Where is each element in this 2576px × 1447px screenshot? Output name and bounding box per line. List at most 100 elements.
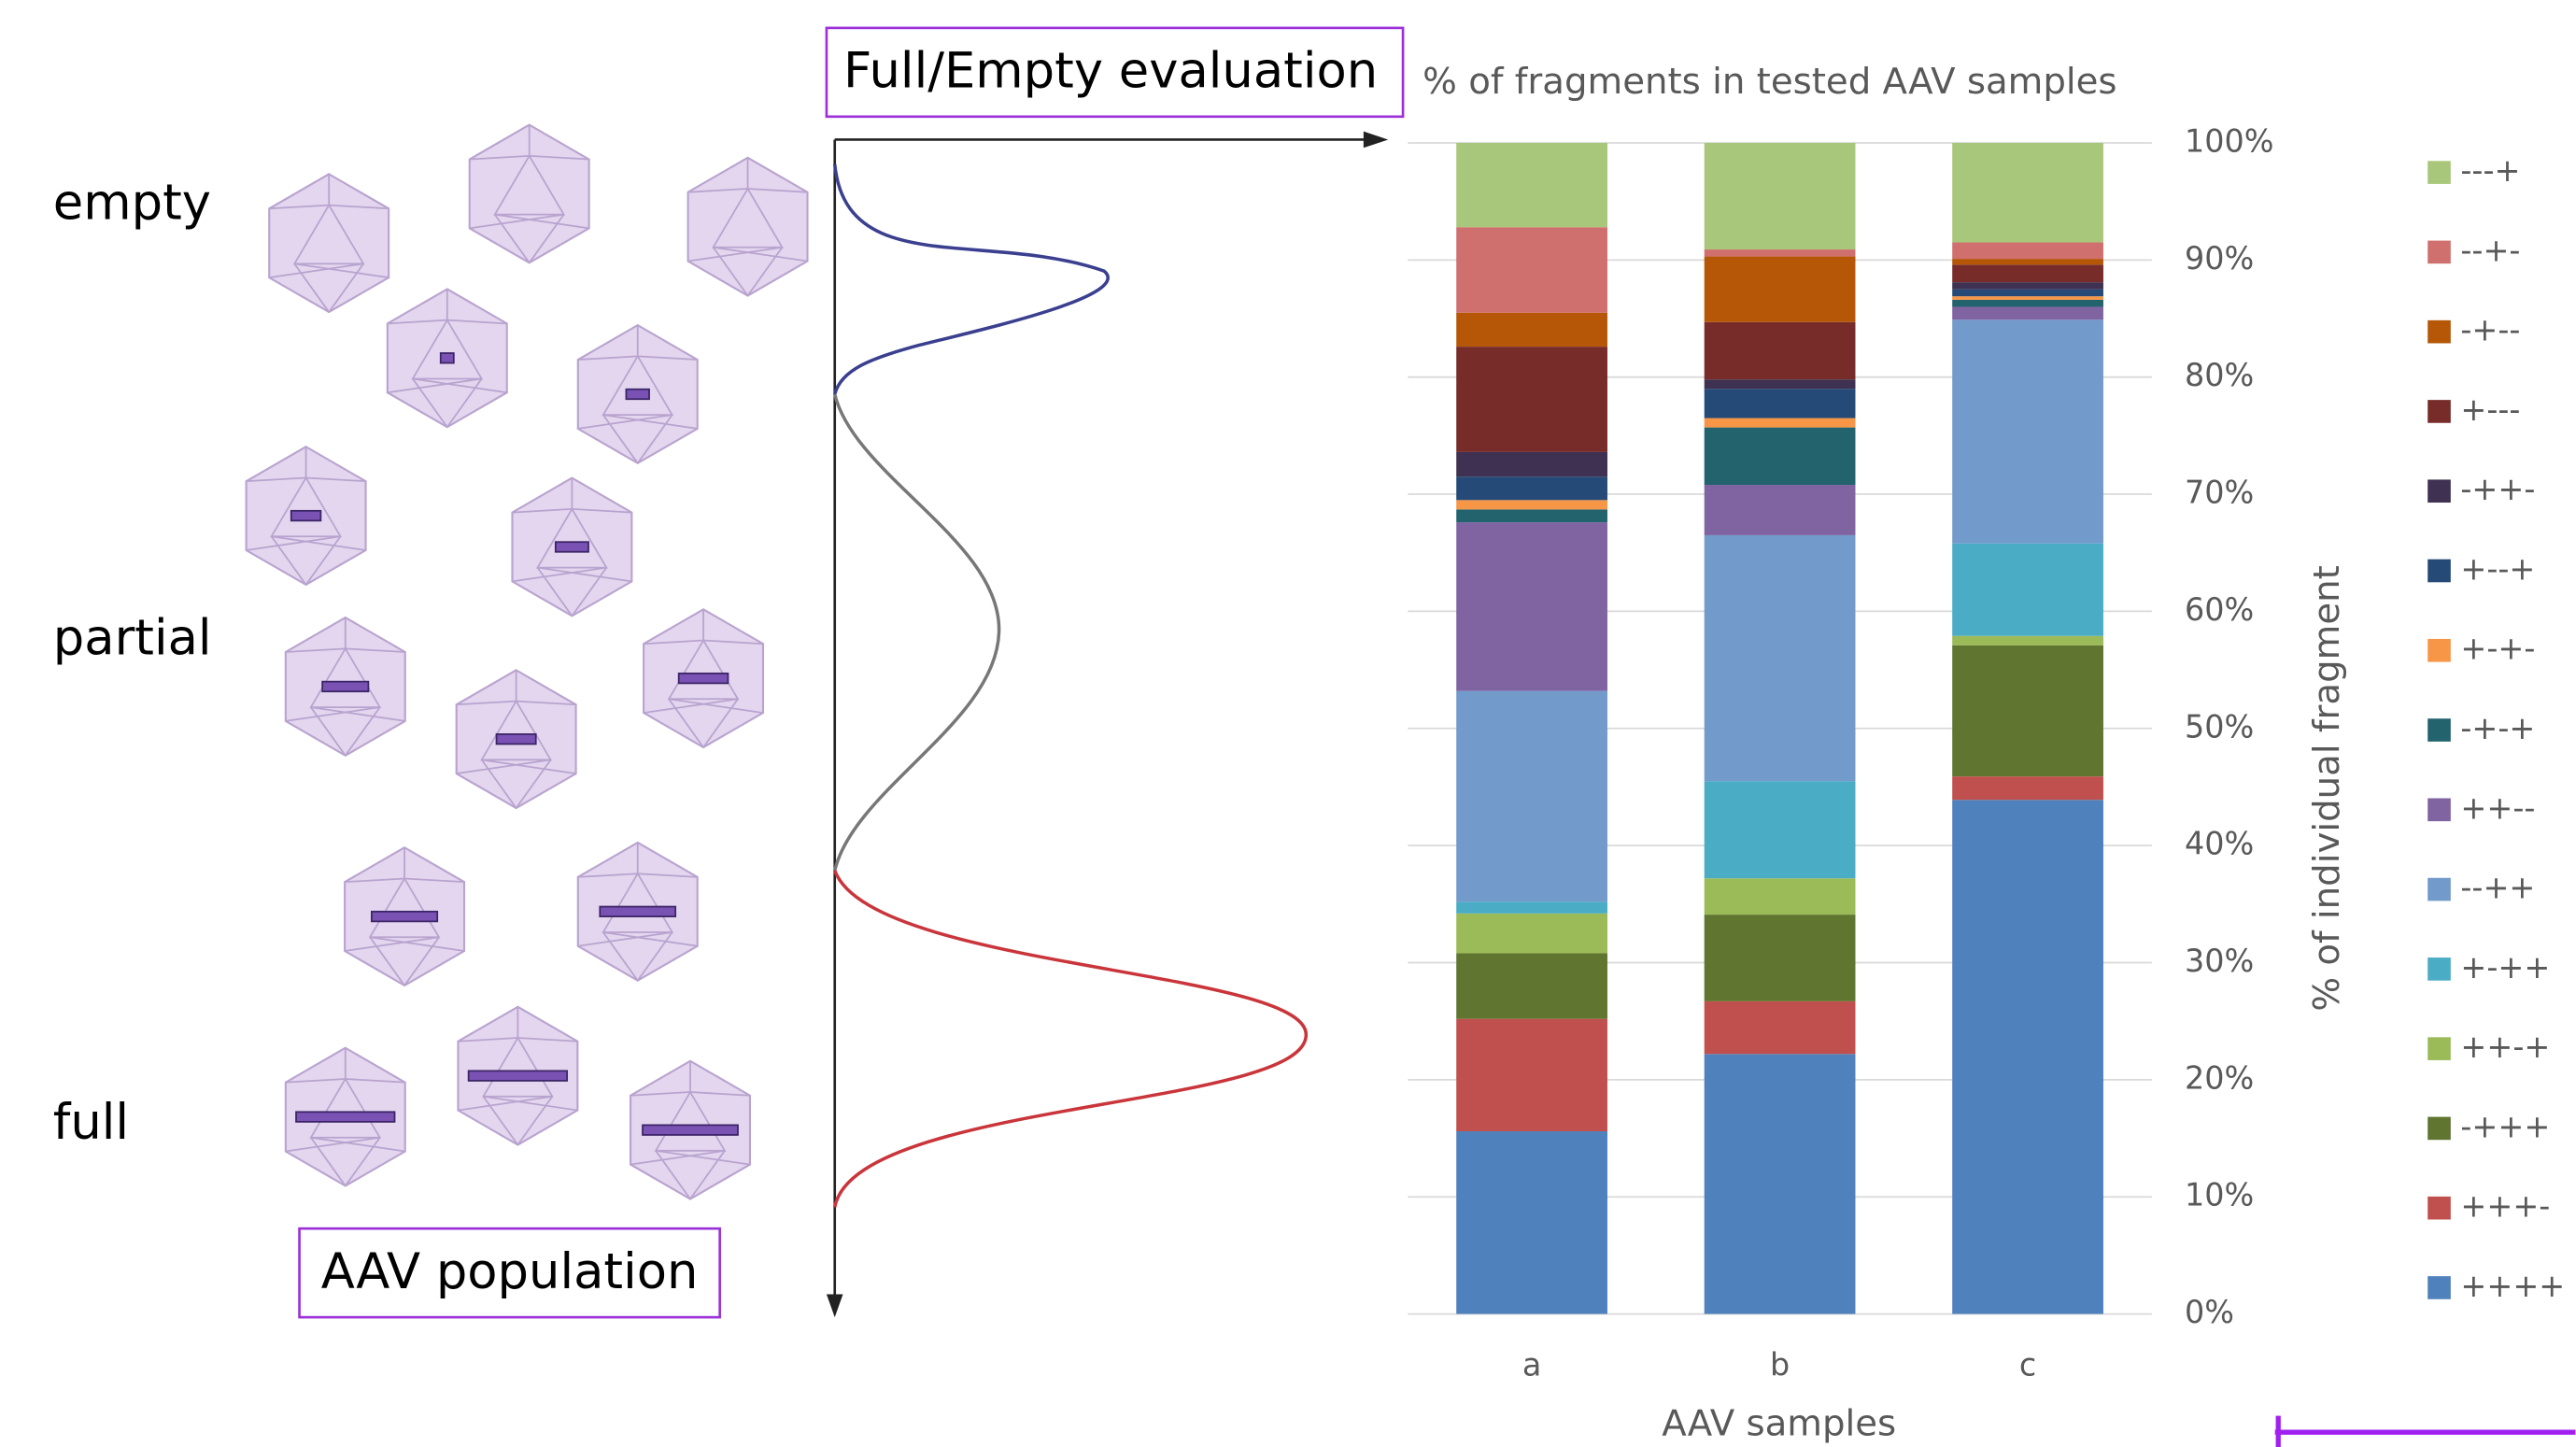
legend-swatch bbox=[2427, 958, 2451, 981]
y-tick-label: 40% bbox=[2185, 826, 2254, 862]
bar-segment bbox=[1952, 264, 2103, 282]
bar-segment bbox=[1952, 143, 2103, 243]
bar-segment bbox=[1705, 915, 1856, 1001]
bar-segment bbox=[1952, 282, 2103, 290]
bar-segment bbox=[1456, 901, 1607, 914]
y-tick-label: 50% bbox=[2185, 708, 2254, 745]
genome bbox=[626, 390, 649, 400]
legend-swatch bbox=[2427, 560, 2451, 583]
evaluation-label: Full/Empty evaluation bbox=[843, 43, 1378, 100]
legend-swatch bbox=[2427, 400, 2451, 423]
bar-segment bbox=[1952, 296, 2103, 300]
bar-segment bbox=[1456, 509, 1607, 522]
legend-swatch bbox=[2427, 1276, 2451, 1299]
bar-segment bbox=[1456, 143, 1607, 227]
legend-swatch bbox=[2427, 1197, 2451, 1220]
bar-segment bbox=[1456, 313, 1607, 347]
legend-label: ++-+ bbox=[2460, 1029, 2550, 1065]
legend-swatch bbox=[2427, 161, 2451, 184]
bar-segment bbox=[1952, 319, 2103, 543]
bar-segment bbox=[1952, 300, 2103, 307]
arrow-head bbox=[1364, 132, 1388, 149]
bar-segment bbox=[1705, 535, 1856, 781]
bar-segment bbox=[1456, 1131, 1607, 1314]
legend-swatch bbox=[2427, 241, 2451, 264]
y-tick-label: 100% bbox=[2185, 122, 2273, 159]
figure: empty partial full AAV population Full/E… bbox=[0, 0, 2576, 1447]
legend-swatch bbox=[2427, 798, 2451, 821]
genome bbox=[556, 542, 588, 552]
bar-segment bbox=[1456, 522, 1607, 691]
bar-segment bbox=[1705, 878, 1856, 915]
x-tick-label: c bbox=[2019, 1346, 2036, 1383]
bar-segment bbox=[1456, 691, 1607, 902]
bar-segment bbox=[1952, 636, 2103, 645]
genome bbox=[679, 674, 729, 684]
genome bbox=[322, 682, 368, 692]
y-tick-label: 20% bbox=[2185, 1059, 2254, 1096]
bar-segment bbox=[1705, 781, 1856, 878]
bar-segment bbox=[1705, 143, 1856, 249]
legend-label: ++-- bbox=[2460, 789, 2535, 826]
population-label: AAV population bbox=[321, 1243, 699, 1300]
y-tick-label: 70% bbox=[2185, 475, 2254, 511]
legend-swatch bbox=[2427, 639, 2451, 662]
bar-segment bbox=[1952, 243, 2103, 260]
genome bbox=[643, 1125, 738, 1135]
y-tick-label: 60% bbox=[2185, 591, 2254, 628]
bar-segment bbox=[1705, 1054, 1856, 1313]
legend-label: --+- bbox=[2460, 232, 2520, 268]
bar-segment bbox=[1456, 953, 1607, 1018]
bar-segment bbox=[1456, 1019, 1607, 1131]
bar-segment bbox=[1952, 306, 2103, 319]
class-label: full bbox=[53, 1094, 129, 1151]
chart-title: % of fragments in tested AAV samples bbox=[1422, 61, 2116, 103]
genome bbox=[372, 912, 437, 922]
bar-segment bbox=[1952, 800, 2103, 1313]
bar-segment bbox=[1456, 914, 1607, 954]
legend-label: +++- bbox=[2460, 1188, 2550, 1225]
class-label: partial bbox=[53, 609, 212, 666]
bar-segment bbox=[1705, 418, 1856, 428]
legend-label: -++- bbox=[2460, 471, 2535, 507]
bar-segment bbox=[1705, 322, 1856, 379]
bar-segment bbox=[1705, 389, 1856, 418]
empty-curve bbox=[835, 164, 1108, 394]
bar-segment bbox=[1705, 1001, 1856, 1054]
legend-swatch bbox=[2427, 1037, 2451, 1060]
legend-swatch bbox=[2427, 320, 2451, 344]
legend-label: -+++ bbox=[2460, 1108, 2550, 1144]
genome bbox=[291, 511, 321, 521]
genome bbox=[600, 907, 675, 917]
legend-label: --++ bbox=[2460, 870, 2535, 906]
bar-segment bbox=[1705, 428, 1856, 485]
y-tick-label: 80% bbox=[2185, 357, 2254, 393]
legend-label: +--- bbox=[2460, 391, 2520, 428]
y-tick-label: 0% bbox=[2185, 1294, 2234, 1330]
genome bbox=[296, 1112, 394, 1122]
bar-segment bbox=[1705, 485, 1856, 535]
bar-segment bbox=[1456, 452, 1607, 476]
bar-segment bbox=[1952, 259, 2103, 264]
bar-segment bbox=[1952, 290, 2103, 297]
genome bbox=[497, 734, 536, 745]
legend-label: ---+ bbox=[2460, 152, 2520, 189]
legend-label: ++++ bbox=[2460, 1268, 2565, 1304]
bar-segment bbox=[1705, 379, 1856, 389]
y-tick-label: 10% bbox=[2185, 1177, 2254, 1213]
genome bbox=[469, 1071, 567, 1081]
legend-label: -+-- bbox=[2460, 312, 2520, 348]
x-tick-label: b bbox=[1770, 1346, 1790, 1383]
partial-curve bbox=[835, 394, 999, 871]
bar-segment bbox=[1456, 347, 1607, 452]
y-tick-label: 90% bbox=[2185, 240, 2254, 277]
arrow-head bbox=[827, 1294, 843, 1317]
page: {"diagram": {"labels": ["empty", "partia… bbox=[0, 0, 2576, 1447]
legend-swatch bbox=[2427, 1117, 2451, 1141]
bar-segment bbox=[1456, 476, 1607, 500]
legend-label: +--+ bbox=[2460, 550, 2535, 587]
class-label: empty bbox=[53, 174, 211, 231]
legend-label: -+-+ bbox=[2460, 710, 2535, 746]
legend-label: +-++ bbox=[2460, 949, 2550, 986]
genome bbox=[441, 353, 454, 363]
